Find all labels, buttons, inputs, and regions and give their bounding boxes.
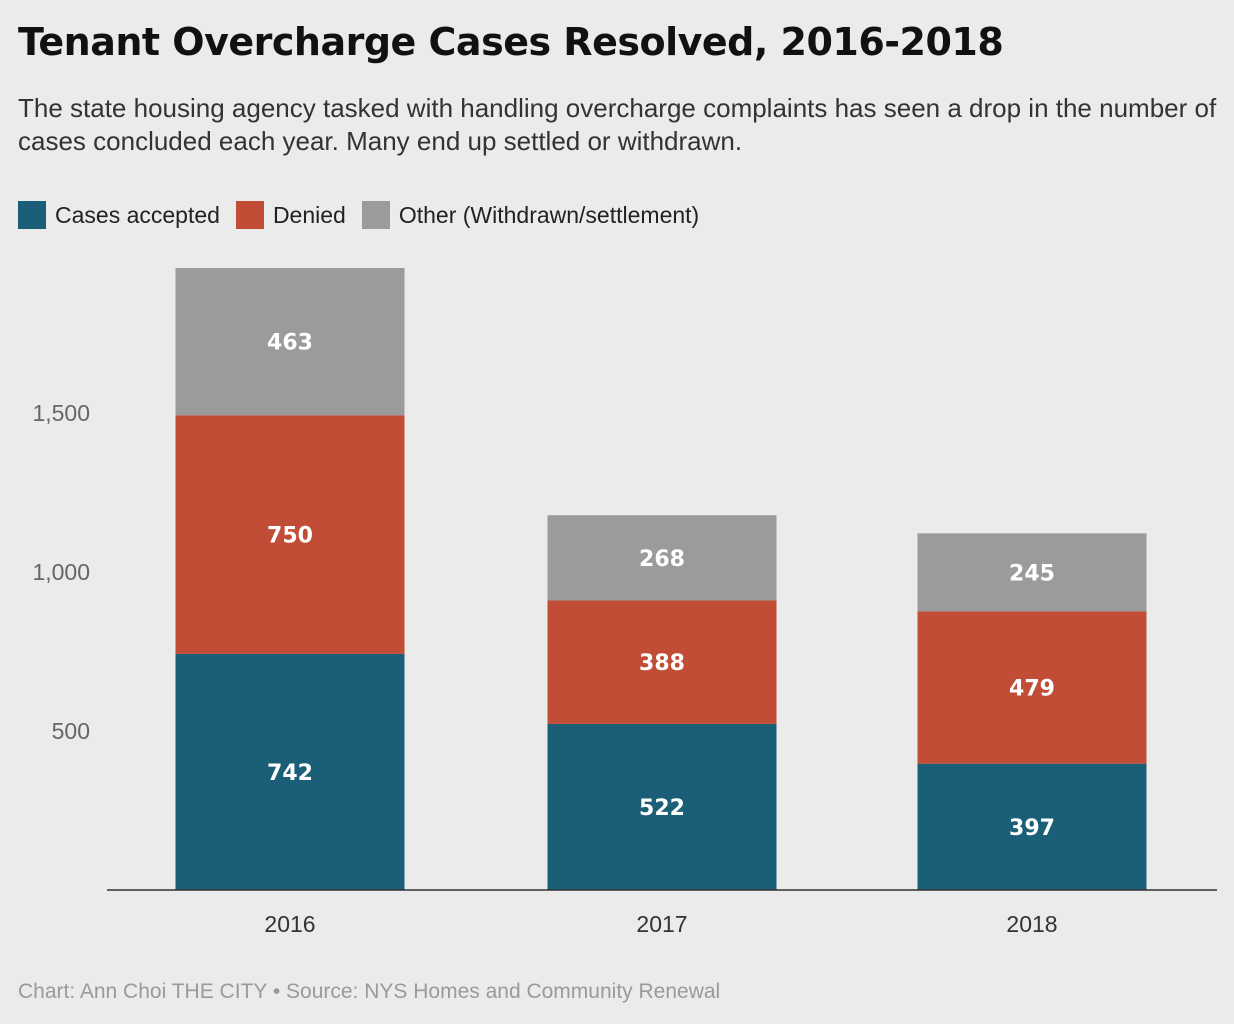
x-axis-ticks: 2016 2017 2018 — [264, 911, 1057, 937]
legend-swatch-other — [361, 201, 390, 229]
bar-label-2017-cases-accepted: 522 — [639, 796, 685, 821]
chart-subtitle: The state housing agency tasked with han… — [18, 93, 1217, 156]
bar-2018-cases-accepted — [917, 763, 1147, 890]
bar-label-2017-other-withdrawn-settlement: 268 — [639, 547, 685, 572]
y-tick-label-500: 500 — [52, 718, 90, 744]
legend: Cases accepted Denied Other (Withdrawn/s… — [18, 200, 715, 230]
legend-item-denied: Denied — [235, 201, 346, 229]
bar-labels: 742 750 463 522 388 268 397 479 245 — [267, 331, 1055, 841]
y-tick-label-1500: 1,500 — [32, 400, 90, 426]
legend-swatch-cases-accepted — [18, 201, 46, 229]
legend-item-other: Other (Withdrawn/settlement) — [361, 201, 700, 229]
legend-label-other: Other (Withdrawn/settlement) — [398, 201, 700, 228]
bar-2017-other-withdrawn-settlement — [547, 515, 777, 601]
bar-label-2018-denied: 479 — [1009, 676, 1055, 701]
bar-2018-denied — [917, 611, 1147, 764]
y-axis-ticks: 500 1,000 1,500 — [32, 400, 90, 744]
legend-label-denied: Denied — [272, 201, 346, 228]
bar-label-2018-cases-accepted: 397 — [1009, 816, 1055, 841]
bar-2016-denied — [175, 415, 405, 654]
y-tick-label-1000: 1,000 — [32, 559, 90, 585]
chart-title: Tenant Overcharge Cases Resolved, 2016-2… — [18, 20, 1004, 64]
legend-item-cases-accepted: Cases accepted — [18, 201, 220, 229]
bar-2016-cases-accepted — [175, 653, 405, 890]
bars — [175, 268, 1147, 890]
bar-label-2016-other-withdrawn-settlement: 463 — [267, 331, 313, 356]
x-tick-label-2018: 2018 — [1006, 911, 1057, 937]
bar-2017-denied — [547, 600, 777, 724]
stacked-bar-chart: 500 1,000 1,500 742 750 463 522 388 268 397 479 24… — [32, 268, 1217, 937]
bar-label-2018-other-withdrawn-settlement: 245 — [1009, 561, 1055, 586]
source-credit: Chart: Ann Choi THE CITY • Source: NYS H… — [18, 980, 721, 1003]
legend-swatch-denied — [235, 201, 264, 229]
legend-label-cases-accepted: Cases accepted — [55, 201, 220, 228]
bar-label-2017-denied: 388 — [639, 651, 685, 676]
x-tick-label-2017: 2017 — [636, 911, 687, 937]
bar-2016-other-withdrawn-settlement — [175, 268, 405, 416]
bar-label-2016-denied: 750 — [267, 524, 313, 549]
bar-2018-other-withdrawn-settlement — [917, 533, 1147, 612]
bar-label-2016-cases-accepted: 742 — [267, 761, 313, 786]
bar-2017-cases-accepted — [547, 723, 777, 890]
x-tick-label-2016: 2016 — [264, 911, 315, 937]
